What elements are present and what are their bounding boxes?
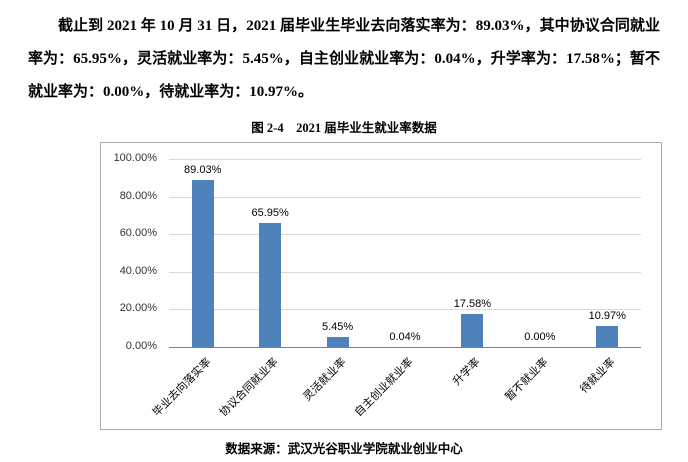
x-axis-label-cell: 暂不就业率 — [503, 348, 573, 426]
y-tick-label: 0.00% — [125, 340, 157, 352]
bar-chart: 100.00% 80.00% 60.00% 40.00% 20.00% 0.00% 89.… — [100, 142, 662, 430]
y-tick-label: 20.00% — [119, 302, 157, 314]
bar-value-label: 65.95% — [251, 207, 289, 219]
plot-area: 89.03% 65.95% 5.45% 0.04% 17.58% 0.00% 10.97% — [169, 159, 641, 348]
bar-value-label: 17.58% — [453, 298, 492, 310]
y-tick-label: 60.00% — [119, 227, 157, 239]
bar-column: 0.00% — [506, 159, 573, 347]
bar-column: 17.58% — [439, 159, 506, 347]
gridline — [169, 197, 641, 198]
x-axis-label: 待就业率 — [578, 356, 618, 396]
bar-column: 89.03% — [169, 159, 236, 347]
y-axis: 100.00% 80.00% 60.00% 40.00% 20.00% 0.00% — [101, 152, 163, 352]
x-axis-label: 暂不就业率 — [503, 356, 551, 404]
x-axis-label: 毕业去向落实率 — [150, 356, 214, 420]
gridline — [169, 234, 641, 235]
bar-value-label: 10.97% — [588, 310, 626, 322]
bar — [326, 337, 349, 347]
bar — [259, 223, 282, 347]
bars-row: 89.03% 65.95% 5.45% 0.04% 17.58% 0.00% 10.97% — [169, 159, 641, 347]
x-axis-label-cell: 协议合同就业率 — [218, 348, 303, 426]
x-axis: 毕业去向落实率 协议合同就业率 灵活就业率 自主创业就业率 升学率 暂不就业率 待就业率 — [150, 348, 641, 426]
bar-column: 5.45% — [304, 159, 371, 347]
bar-value-label: 89.03% — [184, 164, 222, 176]
bar-column: 65.95% — [236, 159, 303, 347]
y-tick-label: 80.00% — [119, 190, 157, 202]
x-axis-label-cell: 待就业率 — [574, 348, 641, 426]
bar-value-label: 0.00% — [524, 331, 556, 343]
x-axis-label: 升学率 — [451, 356, 484, 388]
x-axis-label-cell: 升学率 — [439, 348, 506, 426]
x-axis-label: 灵活就业率 — [300, 356, 349, 404]
bar-value-label: 5.45% — [321, 321, 354, 333]
gridline — [169, 309, 641, 310]
y-tick-label: 40.00% — [119, 265, 157, 277]
chart-title: 图 2-4 2021 届毕业生就业率数据 — [251, 121, 437, 135]
bar — [191, 180, 214, 347]
bar-column: 10.97% — [574, 159, 641, 347]
data-source: 数据来源：武汉光谷职业学院就业创业中心 — [225, 442, 463, 456]
bar-column: 0.04% — [371, 159, 438, 347]
gridline — [169, 159, 641, 160]
bar — [461, 314, 484, 347]
x-axis-label-cell: 自主创业就业率 — [353, 348, 438, 426]
gridline — [169, 272, 641, 273]
summary-paragraph: 截止到 2021 年 10 月 31 日，2021 届毕业生毕业去向落实率为：8… — [28, 18, 660, 100]
bar-value-label: 0.04% — [389, 331, 421, 343]
y-tick-label: 100.00% — [113, 152, 157, 164]
bar — [596, 326, 619, 347]
